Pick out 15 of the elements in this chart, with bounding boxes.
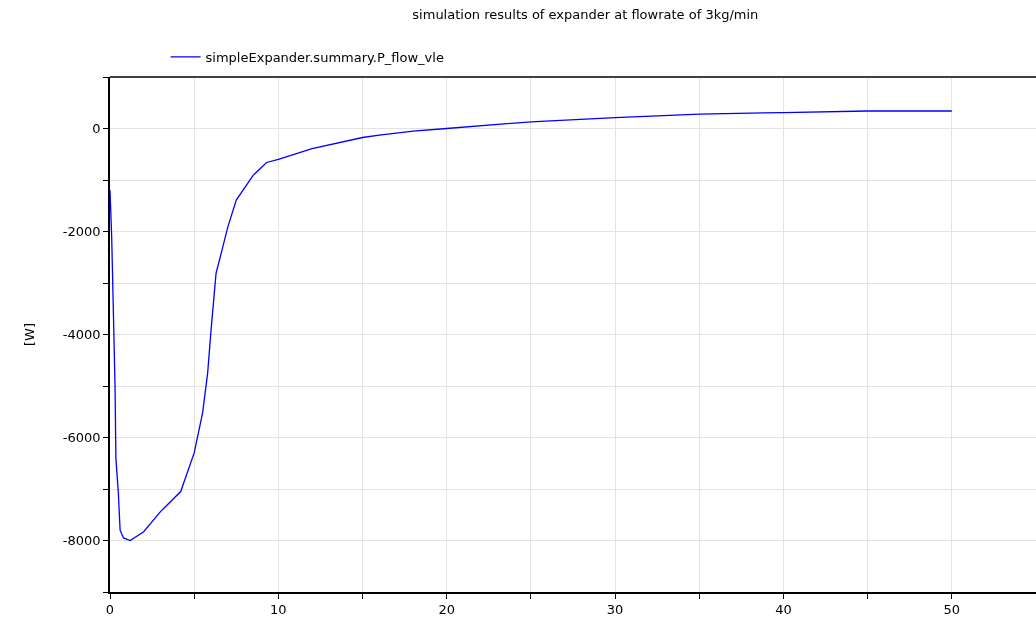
- x-tick-label: 20: [438, 602, 455, 618]
- y-tick-label: -8000: [62, 533, 101, 549]
- x-tick-label: 50: [943, 602, 961, 618]
- y-tick-label: -2000: [62, 224, 101, 240]
- line-series: [110, 110, 953, 542]
- y-tick-label: 0: [92, 121, 101, 137]
- y-tick-label: -6000: [62, 430, 101, 446]
- x-tick-label: 0: [105, 602, 115, 618]
- x-tick-label: 30: [606, 602, 624, 618]
- x-tick-label: 10: [270, 602, 287, 618]
- x-tick-label: 40: [775, 602, 792, 618]
- y-axis-title: [W]: [22, 323, 38, 346]
- y-tick-label: -4000: [62, 327, 101, 343]
- chart-title: simulation results of expander at flowrate of 3kg/min: [412, 6, 759, 22]
- legend-label: simpleExpander.summary.P_flow_vle: [205, 49, 444, 65]
